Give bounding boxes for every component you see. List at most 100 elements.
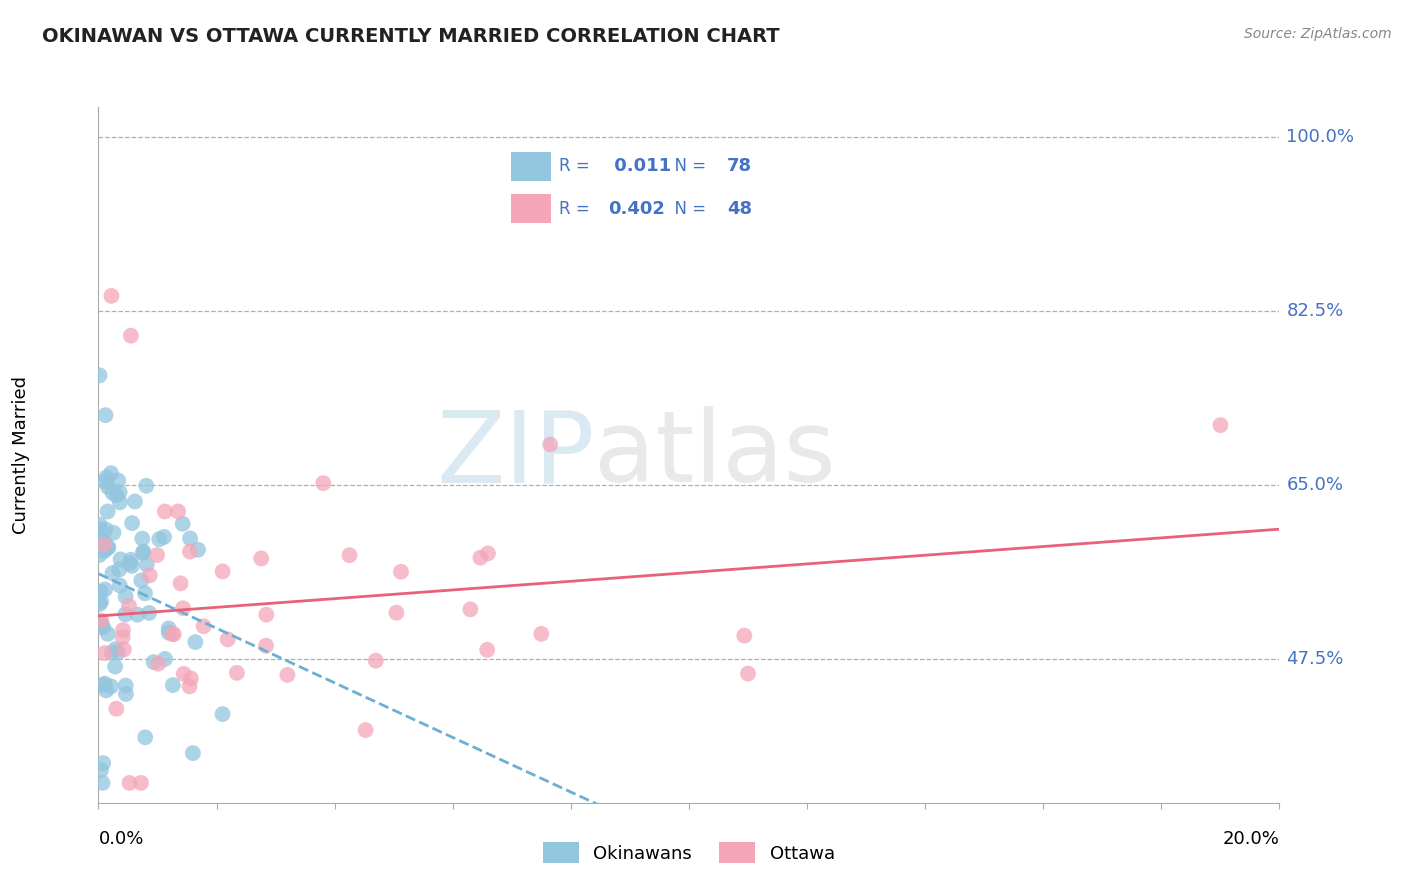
Point	[131, 532, 153, 546]
Point	[127, 607, 149, 622]
Point	[172, 516, 194, 531]
Point	[146, 548, 169, 562]
Text: ZIP: ZIP	[436, 407, 595, 503]
Point	[157, 625, 180, 640]
Point	[134, 731, 156, 745]
Point	[111, 630, 134, 644]
Point	[108, 578, 131, 592]
Point	[254, 607, 277, 622]
Point	[181, 746, 204, 760]
Point	[134, 586, 156, 600]
Point	[108, 495, 131, 509]
Point	[91, 776, 114, 790]
Point	[89, 617, 111, 632]
Point	[737, 666, 759, 681]
Text: 48: 48	[727, 200, 752, 218]
Point	[153, 504, 176, 518]
Text: 65.0%: 65.0%	[1286, 475, 1344, 494]
Point	[90, 594, 112, 608]
Text: atlas: atlas	[595, 407, 837, 503]
Point	[94, 646, 117, 660]
Text: 82.5%: 82.5%	[1286, 301, 1344, 320]
Point	[477, 546, 499, 560]
Point	[312, 476, 335, 491]
Text: R =: R =	[560, 200, 596, 218]
Point	[132, 544, 155, 558]
Point	[91, 756, 114, 770]
Point	[179, 679, 201, 693]
Point	[115, 687, 138, 701]
Text: Currently Married: Currently Married	[13, 376, 30, 534]
Point	[100, 466, 122, 480]
Point	[114, 590, 136, 604]
Text: 47.5%: 47.5%	[1286, 649, 1344, 668]
Point	[110, 552, 132, 566]
Point	[184, 635, 207, 649]
Point	[121, 558, 143, 573]
Point	[90, 619, 112, 633]
Point	[94, 676, 117, 690]
Point	[96, 683, 118, 698]
Point	[211, 707, 233, 722]
Point	[250, 551, 273, 566]
Point	[172, 601, 194, 615]
Point	[97, 627, 120, 641]
Point	[217, 632, 239, 647]
Point	[460, 602, 482, 616]
Text: OKINAWAN VS OTTAWA CURRENTLY MARRIED CORRELATION CHART: OKINAWAN VS OTTAWA CURRENTLY MARRIED COR…	[42, 27, 780, 45]
Text: 0.011: 0.011	[607, 157, 671, 175]
Text: N =: N =	[665, 200, 711, 218]
Text: R =: R =	[560, 157, 596, 175]
Point	[477, 643, 499, 657]
Point	[354, 723, 377, 738]
Point	[118, 599, 141, 613]
Point	[89, 523, 111, 537]
Point	[101, 486, 124, 500]
Point	[193, 619, 215, 633]
Point	[132, 546, 155, 560]
Point	[90, 584, 112, 599]
Point	[91, 620, 114, 634]
Point	[121, 516, 143, 530]
Point	[89, 548, 111, 562]
Point	[90, 615, 112, 629]
Point	[364, 654, 387, 668]
Point	[101, 566, 124, 581]
Point	[89, 368, 111, 383]
Point	[163, 627, 186, 641]
Point	[148, 657, 170, 671]
Point	[94, 522, 117, 536]
Point	[339, 548, 361, 562]
Point	[94, 408, 117, 422]
Point	[112, 642, 135, 657]
Point	[103, 525, 125, 540]
Bar	[512, 194, 551, 223]
Point	[89, 531, 111, 545]
Point	[162, 678, 184, 692]
Point	[93, 475, 115, 489]
Point	[470, 550, 492, 565]
Point	[96, 470, 118, 484]
Bar	[512, 152, 551, 181]
Point	[90, 763, 112, 777]
Text: 100.0%: 100.0%	[1286, 128, 1354, 146]
Point	[129, 776, 152, 790]
Point	[162, 627, 184, 641]
Point	[118, 776, 141, 790]
Point	[153, 530, 176, 544]
Point	[211, 565, 233, 579]
Point	[135, 479, 157, 493]
Text: 0.402: 0.402	[607, 200, 665, 218]
Point	[225, 665, 247, 680]
Point	[100, 289, 122, 303]
Point	[179, 544, 201, 558]
Point	[97, 540, 120, 554]
Point	[114, 679, 136, 693]
Point	[276, 668, 298, 682]
Point	[187, 542, 209, 557]
Point	[733, 629, 755, 643]
Point	[100, 680, 122, 694]
Point	[93, 537, 115, 551]
Point	[105, 488, 128, 502]
Point	[254, 639, 277, 653]
